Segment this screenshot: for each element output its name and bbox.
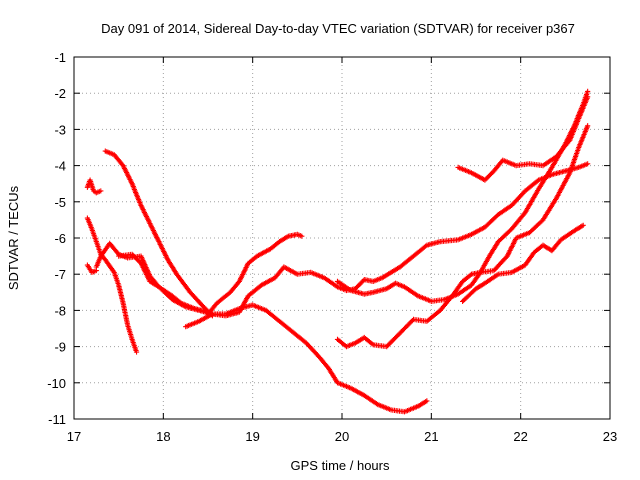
series-trace-10 (84, 177, 104, 196)
series-marks (93, 240, 211, 315)
series-marks (460, 222, 586, 304)
x-tick-label: 18 (156, 429, 170, 444)
series-trace-11 (84, 215, 140, 355)
data-marks (84, 88, 591, 415)
series-marks (84, 177, 104, 196)
series-trace-1 (102, 148, 216, 319)
series-trace-12 (84, 262, 99, 275)
y-tick-labels: -1 -2 -3 -4 -5 -6 -7 -8 -9 -10 -11 (47, 50, 66, 427)
series-marks (334, 88, 591, 304)
x-tick-label: 21 (424, 429, 438, 444)
y-tick-label: -1 (54, 50, 66, 65)
y-axis-label: SDTVAR / TECUs (6, 185, 21, 290)
x-axis-label: GPS time / hours (291, 458, 390, 473)
x-tick-labels: 17 18 19 20 21 22 23 (67, 429, 617, 444)
series-marks (102, 148, 216, 319)
x-tick-label: 17 (67, 429, 81, 444)
x-tick-label: 22 (513, 429, 527, 444)
x-tick-label: 20 (335, 429, 349, 444)
series-marks (455, 94, 591, 183)
series-marks (84, 215, 140, 355)
x-tick-label: 23 (603, 429, 617, 444)
series-trace-3 (183, 161, 591, 330)
series-marks (183, 161, 591, 330)
y-tick-label: -11 (48, 412, 66, 427)
y-tick-label: -2 (54, 86, 66, 101)
y-tick-label: -8 (54, 303, 66, 318)
chart-title: Day 091 of 2014, Sidereal Day-to-day VTE… (101, 21, 575, 36)
axis-ticks (73, 56, 611, 420)
y-tick-label: -5 (54, 195, 66, 210)
series-trace-8 (455, 94, 591, 183)
series-trace-7 (334, 123, 591, 350)
y-tick-label: -9 (54, 340, 66, 355)
series-trace-6 (334, 88, 591, 304)
series-marks (84, 262, 99, 275)
y-tick-label: -3 (54, 122, 66, 137)
y-tick-label: -7 (54, 267, 66, 282)
x-tick-label: 19 (245, 429, 259, 444)
grid-lines (74, 57, 610, 419)
series-trace-9 (460, 222, 586, 304)
y-tick-label: -4 (54, 159, 66, 174)
series-trace-5 (93, 240, 211, 315)
series-marks (334, 123, 591, 350)
y-tick-label: -6 (54, 231, 66, 246)
y-tick-label: -10 (47, 376, 66, 391)
